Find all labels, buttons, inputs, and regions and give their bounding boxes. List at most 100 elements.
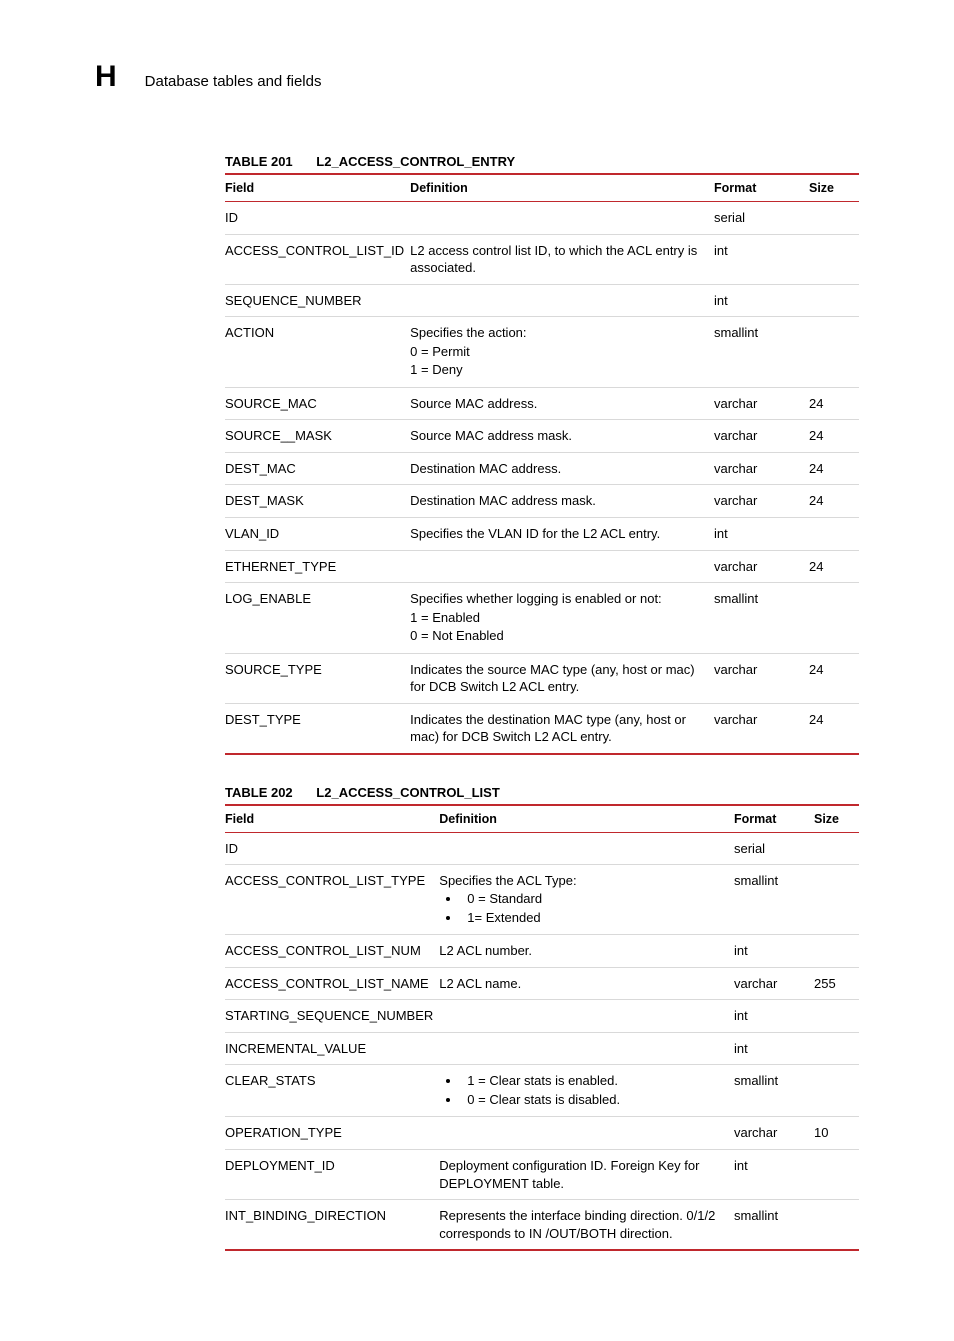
cell-definition [439,1032,734,1065]
cell-field: DEPLOYMENT_ID [225,1149,439,1199]
cell-format: serial [714,202,809,235]
cell-definition: Source MAC address. [410,387,714,420]
table-202: Field Definition Format Size IDserialACC… [225,804,859,1251]
cell-format: varchar [734,1117,814,1150]
cell-size: 24 [809,653,859,703]
cell-format: int [714,234,809,284]
cell-size [814,865,859,935]
col-header-format: Format [734,805,814,833]
table-row: INT_BINDING_DIRECTIONRepresents the inte… [225,1200,859,1251]
cell-size: 24 [809,485,859,518]
cell-field: SOURCE__MASK [225,420,410,453]
cell-format: varchar [714,485,809,518]
cell-size: 24 [809,703,859,754]
col-header-definition: Definition [439,805,734,833]
col-header-size: Size [809,174,859,202]
table-row: IDserial [225,832,859,865]
cell-definition [410,550,714,583]
table-row: DEST_MACDestination MAC address.varchar2… [225,452,859,485]
cell-field: CLEAR_STATS [225,1065,439,1117]
table-row: ACCESS_CONTROL_LIST_NAMEL2 ACL name.varc… [225,967,859,1000]
cell-format: varchar [714,420,809,453]
table-202-header-row: Field Definition Format Size [225,805,859,833]
cell-size [814,1032,859,1065]
cell-definition [410,284,714,317]
cell-field: ACCESS_CONTROL_LIST_NUM [225,935,439,968]
cell-definition: L2 ACL number. [439,935,734,968]
cell-size: 24 [809,452,859,485]
cell-size [809,284,859,317]
cell-field: DEST_MAC [225,452,410,485]
table-row: CLEAR_STATS1 = Clear stats is enabled.0 … [225,1065,859,1117]
cell-definition [439,832,734,865]
table-row: VLAN_IDSpecifies the VLAN ID for the L2 … [225,518,859,551]
cell-field: SEQUENCE_NUMBER [225,284,410,317]
appendix-letter: H [95,60,117,94]
cell-format: varchar [714,653,809,703]
cell-definition: Indicates the destination MAC type (any,… [410,703,714,754]
col-header-field: Field [225,805,439,833]
cell-size [809,202,859,235]
cell-format: varchar [714,452,809,485]
cell-format: serial [734,832,814,865]
page: H Database tables and fields TABLE 201 L… [0,0,954,1341]
cell-definition: Specifies the VLAN ID for the L2 ACL ent… [410,518,714,551]
cell-size [809,518,859,551]
cell-field: SOURCE_TYPE [225,653,410,703]
cell-definition: Represents the interface binding directi… [439,1200,734,1251]
table-row: INCREMENTAL_VALUEint [225,1032,859,1065]
cell-format: smallint [714,317,809,388]
cell-field: INT_BINDING_DIRECTION [225,1200,439,1251]
cell-format: varchar [714,387,809,420]
table-row: ACCESS_CONTROL_LIST_IDL2 access control … [225,234,859,284]
cell-format: int [714,284,809,317]
cell-format: smallint [734,865,814,935]
col-header-size: Size [814,805,859,833]
cell-size: 255 [814,967,859,1000]
table-row: DEST_TYPEIndicates the destination MAC t… [225,703,859,754]
table-row: SOURCE_MACSource MAC address.varchar24 [225,387,859,420]
cell-format: int [734,935,814,968]
cell-format: varchar [714,703,809,754]
cell-size [809,317,859,388]
cell-format: smallint [714,583,809,654]
cell-size [809,234,859,284]
table-row: DEST_MASKDestination MAC address mask.va… [225,485,859,518]
cell-size [809,583,859,654]
cell-field: ACCESS_CONTROL_LIST_TYPE [225,865,439,935]
cell-size: 24 [809,420,859,453]
cell-size: 24 [809,550,859,583]
cell-size [814,935,859,968]
cell-definition: L2 ACL name. [439,967,734,1000]
table-row: OPERATION_TYPE varchar10 [225,1117,859,1150]
table-201-header-row: Field Definition Format Size [225,174,859,202]
cell-size: 10 [814,1117,859,1150]
table-row: ACCESS_CONTROL_LIST_TYPESpecifies the AC… [225,865,859,935]
col-header-format: Format [714,174,809,202]
cell-field: INCREMENTAL_VALUE [225,1032,439,1065]
table-202-name: L2_ACCESS_CONTROL_LIST [316,785,499,800]
cell-field: STARTING_SEQUENCE_NUMBER [225,1000,439,1033]
table-row: ACCESS_CONTROL_LIST_NUML2 ACL number.int [225,935,859,968]
table-row: ETHERNET_TYPEvarchar24 [225,550,859,583]
cell-field: OPERATION_TYPE [225,1117,439,1150]
cell-definition [410,202,714,235]
cell-definition: 1 = Clear stats is enabled.0 = Clear sta… [439,1065,734,1117]
table-row: ACTIONSpecifies the action:0 = Permit1 =… [225,317,859,388]
table-row: DEPLOYMENT_IDDeployment configuration ID… [225,1149,859,1199]
cell-definition [439,1000,734,1033]
table-row: IDserial [225,202,859,235]
cell-definition: Specifies whether logging is enabled or … [410,583,714,654]
page-title: Database tables and fields [145,73,322,90]
cell-definition: Destination MAC address. [410,452,714,485]
cell-field: ACTION [225,317,410,388]
cell-definition: Source MAC address mask. [410,420,714,453]
cell-field: ETHERNET_TYPE [225,550,410,583]
table-202-number: TABLE 202 [225,785,293,800]
table-201-caption: TABLE 201 L2_ACCESS_CONTROL_ENTRY [225,154,859,173]
cell-format: int [734,1149,814,1199]
table-201: Field Definition Format Size IDserialACC… [225,173,859,755]
cell-field: SOURCE_MAC [225,387,410,420]
cell-definition: L2 access control list ID, to which the … [410,234,714,284]
cell-definition: Specifies the action:0 = Permit1 = Deny [410,317,714,388]
